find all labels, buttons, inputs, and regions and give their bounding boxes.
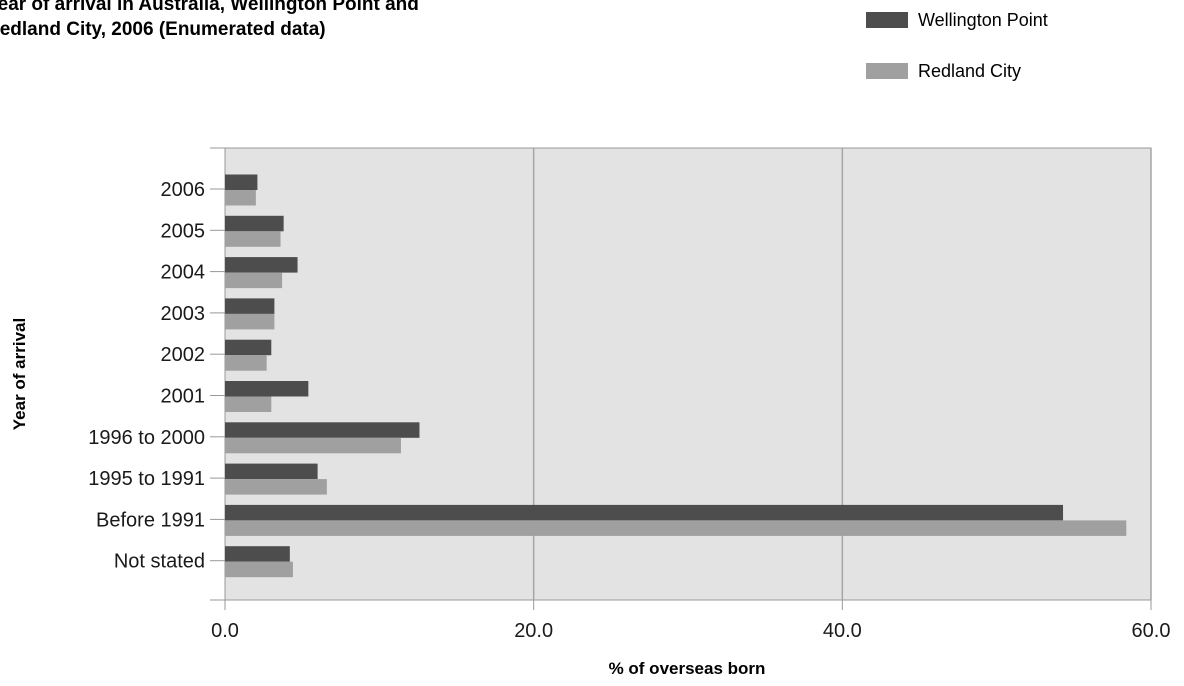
x-tick-label-60: 60.0 [1132, 620, 1171, 642]
legend-item-wellington-point: Wellington Point [866, 9, 1048, 31]
legend-swatch-redland-city [866, 63, 908, 79]
legend-item-redland-city: Redland City [866, 60, 1021, 82]
x-tick-label-40: 40.0 [823, 620, 862, 642]
x-axis-title: % of overseas born [609, 659, 766, 678]
x-tick-label-20: 20.0 [514, 620, 553, 642]
bar-wellington-point-2005 [225, 215, 284, 232]
axes [210, 147, 1152, 610]
y-tick-label-2001: 2001 [161, 386, 206, 408]
y-tick-label-2006: 2006 [161, 179, 206, 201]
bar-redland-city-2001 [225, 396, 272, 412]
y-axis-title: Year of arrival [10, 318, 29, 430]
x-tick-label-0: 0.0 [211, 620, 239, 642]
bar-redland-city-not-stated [225, 561, 293, 578]
bar-redland-city-1996-to-2000 [225, 437, 401, 454]
y-tick-label-1995-to-1991: 1995 to 1991 [88, 468, 205, 490]
bar-redland-city-2005 [225, 231, 281, 247]
bar-wellington-point-2004 [225, 257, 298, 273]
bar-wellington-point-not-stated [225, 546, 290, 562]
chart-title-line-1: Year of arrival in Australia, Wellington… [0, 0, 419, 15]
chart-title: Year of arrival in Australia, Wellington… [0, 0, 706, 42]
legend-label-redland-city: Redland City [918, 60, 1022, 81]
bar-wellington-point-2003 [225, 298, 275, 314]
legend-swatch-wellington-point [866, 12, 908, 28]
y-tick-label-2004: 2004 [161, 262, 206, 284]
bar-redland-city-2003 [225, 313, 275, 330]
bar-redland-city-before-1991 [225, 520, 1127, 536]
y-tick-label-before-1991: Before 1991 [96, 509, 205, 531]
bar-redland-city-2002 [225, 355, 267, 371]
bar-wellington-point-before-1991 [225, 504, 1064, 521]
y-tick-label-1996-to-2000: 1996 to 2000 [88, 427, 205, 449]
bar-wellington-point-1996-to-2000 [225, 422, 420, 438]
y-tick-label-not-stated: Not stated [114, 551, 205, 573]
bar-wellington-point-2006 [225, 174, 258, 190]
y-tick-label-2002: 2002 [161, 344, 206, 366]
bar-wellington-point-1995-to-1991 [225, 463, 318, 480]
bars [225, 174, 1127, 578]
bar-wellington-point-2001 [225, 381, 309, 397]
legend-label-wellington-point: Wellington Point [918, 9, 1048, 30]
y-tick-label-2003: 2003 [161, 303, 206, 325]
bar-redland-city-1995-to-1991 [225, 479, 327, 495]
tick-labels: 2006 2005 2004 2003 2002 2001 1996 to 2000 1995… [88, 179, 1170, 642]
bar-redland-city-2004 [225, 272, 283, 289]
bar-wellington-point-2002 [225, 339, 272, 356]
chart-title-line-2: Redland City, 2006 (Enumerated data) [0, 19, 326, 40]
bar-redland-city-2006 [225, 190, 256, 206]
y-tick-label-2005: 2005 [161, 220, 206, 242]
